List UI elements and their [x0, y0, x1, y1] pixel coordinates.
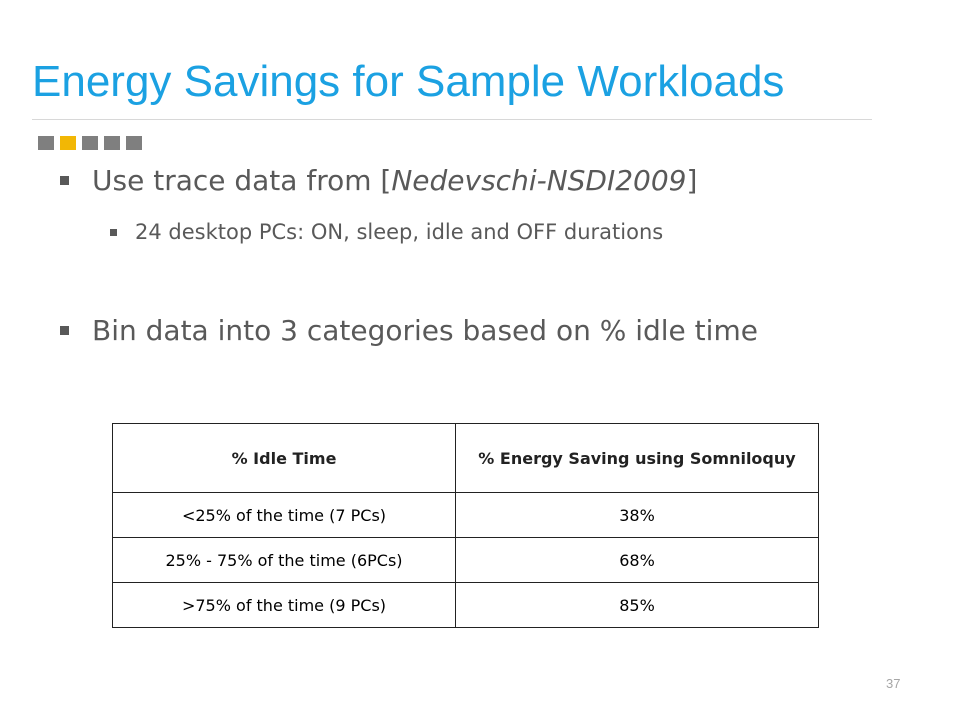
slide-title: Energy Savings for Sample Workloads [32, 57, 785, 106]
table-row: 25% - 75% of the time (6PCs) 68% [112, 537, 819, 583]
page-number: 37 [886, 676, 901, 691]
table-cell: <25% of the time (7 PCs) [112, 492, 456, 538]
decor-square [126, 136, 142, 150]
bullet-text: Use trace data from [Nedevschi-NSDI2009] [92, 164, 698, 197]
square-bullet-icon [60, 326, 69, 335]
table-cell: >75% of the time (9 PCs) [112, 582, 456, 628]
table-header-cell: % Idle Time [112, 423, 456, 493]
bullet-text: Bin data into 3 categories based on % id… [92, 314, 758, 347]
decor-square [82, 136, 98, 150]
table-row: <25% of the time (7 PCs) 38% [112, 492, 819, 538]
table-cell: 38% [455, 492, 819, 538]
table-row: >75% of the time (9 PCs) 85% [112, 582, 819, 628]
savings-table: % Idle Time % Energy Saving using Somnil… [112, 423, 819, 628]
table-header-row: % Idle Time % Energy Saving using Somnil… [112, 423, 819, 493]
square-bullet-icon [110, 228, 117, 236]
square-bullet-icon [60, 176, 69, 185]
decor-square-accent [60, 136, 76, 150]
sub-bullet-item: 24 desktop PCs: ON, sleep, idle and OFF … [110, 220, 663, 244]
decor-square [38, 136, 54, 150]
title-divider [32, 119, 872, 120]
decorative-squares [38, 136, 142, 150]
table-cell: 68% [455, 537, 819, 583]
citation: Nedevschi-NSDI2009 [391, 164, 687, 197]
bullet-item: Use trace data from [Nedevschi-NSDI2009] [60, 164, 697, 197]
table-header-cell: % Energy Saving using Somniloquy [455, 423, 819, 493]
table-cell: 25% - 75% of the time (6PCs) [112, 537, 456, 583]
bullet-item: Bin data into 3 categories based on % id… [60, 314, 758, 347]
bullet-text: 24 desktop PCs: ON, sleep, idle and OFF … [135, 220, 664, 244]
decor-square [104, 136, 120, 150]
table-cell: 85% [455, 582, 819, 628]
